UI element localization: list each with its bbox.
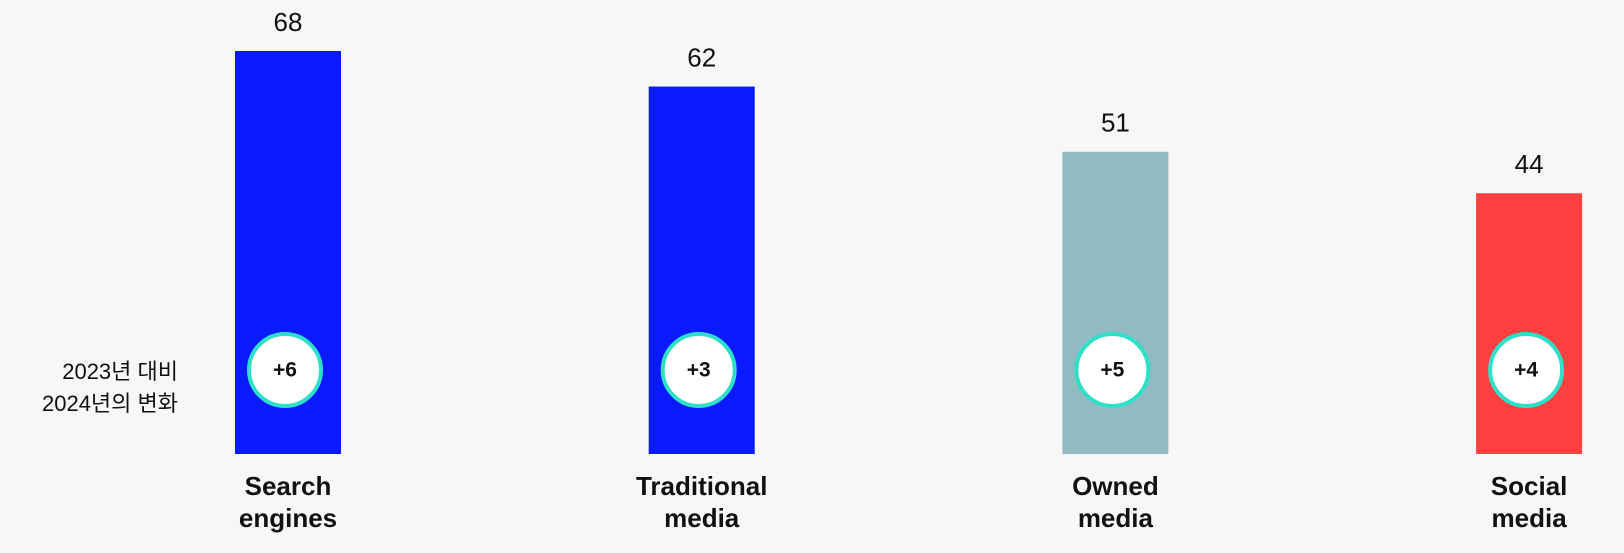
value-label: 68 [274, 7, 303, 37]
change-label: +6 [273, 359, 297, 382]
x-tick-label: media [1492, 503, 1568, 533]
value-label: 62 [687, 42, 716, 72]
x-tick-label: engines [239, 503, 337, 533]
change-label: +3 [687, 359, 711, 382]
change-badge [660, 332, 737, 408]
x-tick-label: Search [245, 471, 332, 501]
bar [1476, 193, 1583, 454]
value-label: 51 [1101, 108, 1130, 138]
x-tick-label: Owned [1072, 471, 1159, 501]
change-badge [1074, 332, 1151, 408]
x-tick-label: media [1078, 503, 1154, 533]
bar [1062, 151, 1169, 454]
change-caption: 2023년 대비 [62, 359, 178, 384]
change-badge [247, 332, 323, 408]
change-label: +4 [1514, 359, 1538, 382]
x-tick-label: Traditional [636, 471, 767, 501]
change-label: +5 [1100, 359, 1124, 382]
value-label: 44 [1515, 149, 1544, 179]
x-tick-label: media [664, 503, 740, 533]
change-badge [1488, 332, 1565, 408]
change-caption: 2024년의 변화 [42, 391, 178, 416]
x-tick-label: Social [1491, 471, 1568, 501]
